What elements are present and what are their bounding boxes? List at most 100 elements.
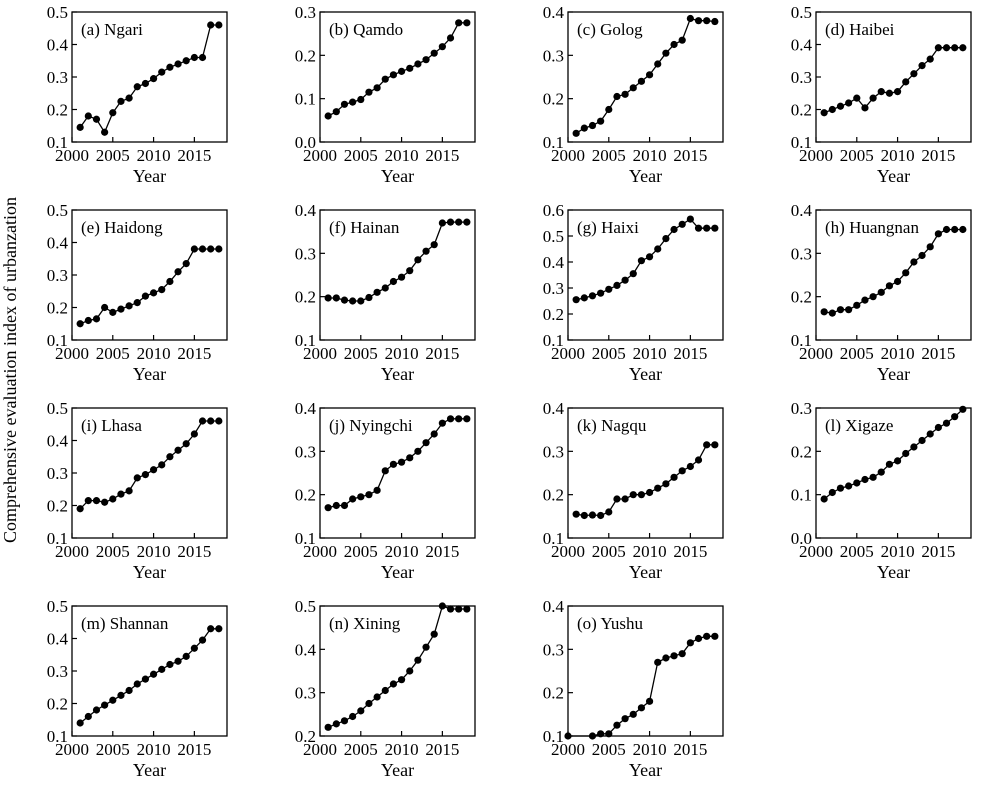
data-point — [381, 75, 389, 83]
data-point — [861, 104, 869, 112]
data-point — [397, 273, 406, 281]
data-point — [182, 57, 190, 65]
data-point — [158, 665, 166, 673]
data-point — [951, 413, 959, 421]
data-point — [101, 303, 109, 312]
data-point — [324, 294, 332, 302]
y-tick-label: 0.3 — [543, 46, 564, 65]
x-tick-label: 2000 — [55, 344, 89, 363]
data-point — [373, 486, 381, 494]
data-point — [820, 495, 828, 503]
data-point — [340, 100, 349, 108]
data-point — [463, 218, 471, 226]
data-point — [942, 419, 951, 427]
y-tick-label: 0.4 — [543, 399, 565, 418]
x-tick-label: 2010 — [881, 542, 915, 561]
data-point — [902, 78, 910, 86]
y-tick-label: 0.1 — [791, 486, 812, 505]
data-point — [406, 667, 414, 675]
data-point — [373, 693, 381, 701]
y-tick-label: 0.4 — [543, 3, 565, 22]
data-point — [910, 258, 918, 266]
chart-panel-7: 0.1 0.2 0.3 0.4 0.5 0.6 2000 2005 2010 2015 Year (g… — [543, 201, 724, 384]
data-point — [877, 88, 885, 96]
y-tick-label: 0.4 — [295, 201, 317, 220]
data-point — [572, 129, 580, 137]
data-point — [637, 77, 646, 85]
data-point — [92, 497, 101, 505]
x-tick-label: 2000 — [551, 146, 585, 165]
data-point — [430, 49, 438, 57]
data-point — [853, 301, 861, 309]
x-tick-label: 2015 — [177, 542, 211, 561]
x-tick-label: 2010 — [633, 146, 667, 165]
data-point — [349, 495, 357, 503]
data-point — [117, 97, 125, 105]
plot-frame — [319, 209, 476, 341]
chart-panel-4: 0.1 0.2 0.3 0.4 0.5 2000 2005 2010 2015 Year (d) H… — [791, 3, 972, 186]
data-point — [174, 268, 182, 276]
x-tick-label: 2005 — [592, 740, 626, 759]
y-tick-label: 0.1 — [295, 529, 316, 548]
x-axis-label: Year — [381, 562, 414, 582]
data-point — [455, 19, 463, 27]
data-point — [613, 92, 621, 101]
data-point — [446, 415, 455, 423]
x-tick-label: 2010 — [137, 542, 171, 561]
x-tick-label: 2015 — [177, 740, 211, 759]
y-tick-label: 0.3 — [47, 662, 68, 681]
data-point — [885, 282, 894, 290]
data-point — [324, 112, 332, 120]
data-point — [869, 473, 877, 481]
data-point — [869, 293, 877, 301]
y-tick-label: 0.5 — [47, 3, 68, 22]
data-point — [828, 488, 836, 497]
data-point — [629, 491, 637, 499]
data-point — [820, 109, 828, 117]
panel-title: (d) Haibei — [825, 20, 895, 39]
data-point — [959, 405, 967, 413]
data-point — [141, 471, 150, 479]
data-point — [414, 60, 422, 68]
data-point — [637, 704, 646, 712]
y-tick-label: 0.3 — [295, 684, 316, 703]
x-axis-label: Year — [133, 364, 166, 384]
chart-panel-13: 0.1 0.2 0.3 0.4 0.5 2000 2005 2010 2015 Year (m) S… — [47, 597, 228, 780]
y-tick-label: 0.4 — [47, 234, 69, 253]
data-point — [877, 468, 885, 476]
data-point — [828, 105, 836, 114]
data-point — [597, 117, 605, 125]
data-point — [621, 715, 629, 723]
data-point — [686, 14, 694, 23]
x-tick-label: 2000 — [303, 146, 337, 165]
data-point — [166, 277, 174, 286]
data-point — [828, 309, 836, 317]
plot-frame — [567, 11, 724, 143]
x-tick-label: 2015 — [425, 344, 459, 363]
data-point — [101, 498, 109, 506]
data-point — [397, 458, 406, 466]
y-tick-label: 0.0 — [295, 133, 316, 152]
data-point — [836, 102, 845, 110]
data-point — [389, 71, 398, 79]
data-point — [190, 430, 198, 438]
data-point — [141, 79, 150, 88]
x-tick-label: 2005 — [592, 146, 626, 165]
y-tick-label: 0.4 — [295, 399, 317, 418]
data-point — [605, 730, 613, 738]
data-point — [101, 701, 109, 709]
data-point — [455, 415, 463, 423]
data-point — [845, 482, 853, 490]
data-point — [918, 251, 926, 260]
data-point — [141, 292, 150, 300]
data-point — [357, 95, 365, 104]
panel-title: (o) Yushu — [577, 614, 643, 633]
data-point — [117, 305, 125, 313]
x-tick-label: 2005 — [344, 146, 378, 165]
data-point — [365, 293, 373, 302]
panel-title: (m) Shannan — [81, 614, 169, 633]
plot-frame — [815, 209, 972, 341]
data-point — [861, 475, 869, 484]
data-point — [438, 43, 446, 51]
x-tick-label: 2010 — [385, 740, 419, 759]
